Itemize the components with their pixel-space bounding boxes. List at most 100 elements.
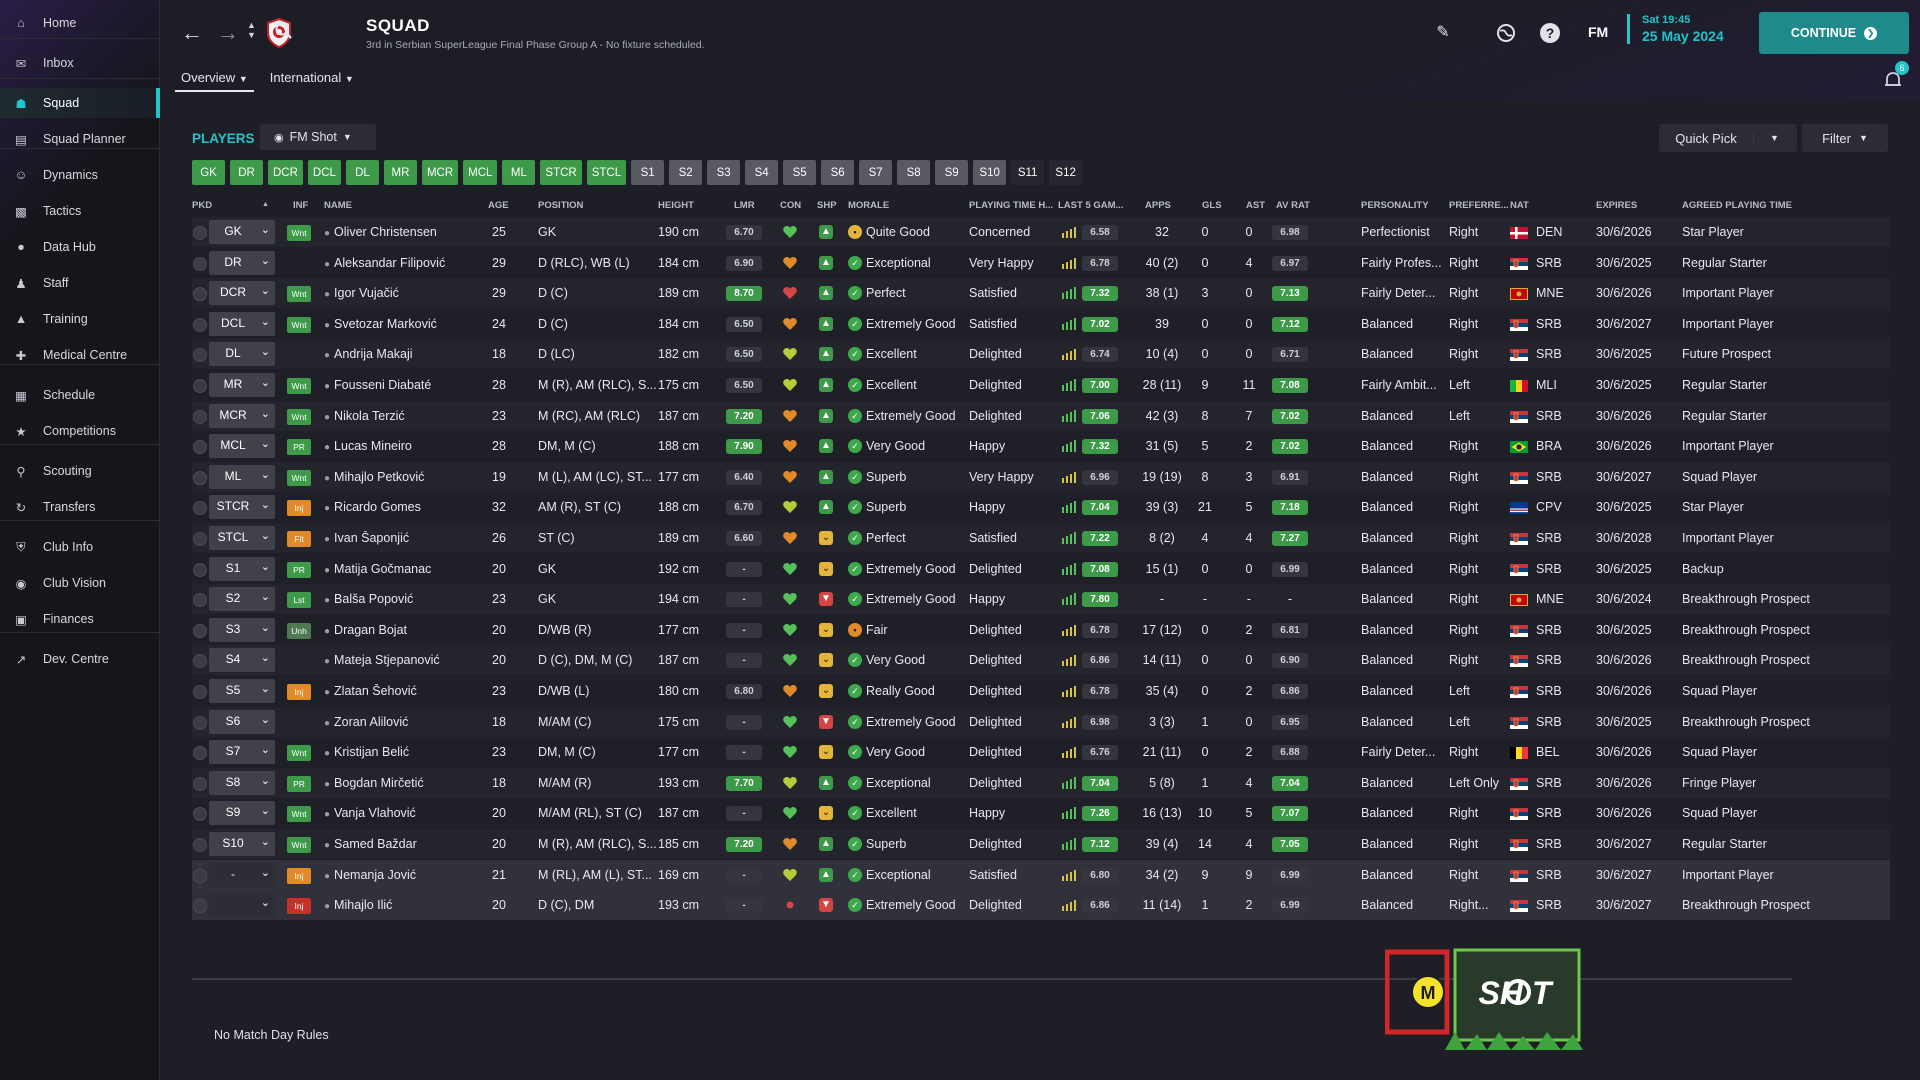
table-row[interactable]: GK ⌄ Wnt ● Oliver Christensen 25 GK 190 cm 6.70 ▲… (192, 217, 1890, 247)
col-personality[interactable]: PERSONALITY (1361, 200, 1429, 211)
table-row[interactable]: DR ⌄ ● Aleksandar Filipović 29 D (RLC), WB (L… (192, 247, 1890, 278)
pick-radio[interactable] (193, 899, 207, 914)
sidebar-item-club-vision[interactable]: ◉ Club Vision (0, 568, 160, 598)
player-name-cell[interactable]: ● Nikola Terzić (324, 409, 484, 423)
player-name-cell[interactable]: ● Matija Gočmanac (324, 562, 484, 576)
pick-radio[interactable] (193, 776, 207, 791)
player-name-cell[interactable]: ● Mihajlo Ilić (324, 898, 484, 912)
pick-radio[interactable] (193, 715, 207, 730)
table-row[interactable]: DCL ⌄ Wnt ● Svetozar Marković 24 D (C) 184 cm 6.… (192, 308, 1890, 339)
player-name-cell[interactable]: ● Fousseni Diabaté (324, 378, 484, 392)
pick-radio[interactable] (193, 593, 207, 608)
tab-international[interactable]: International ▼ (264, 64, 360, 92)
table-row[interactable]: S9 ⌄ Wnt ● Vanja Vlahović 20 M/AM (RL), ST (C)… (192, 798, 1890, 829)
selection-dropdown[interactable]: STCL ⌄ (209, 526, 275, 550)
club-switch-icon[interactable]: ▲ ▼ (247, 20, 256, 40)
player-name-cell[interactable]: ● Mihajlo Petković (324, 470, 484, 484)
info-badge[interactable]: Wnt (287, 286, 311, 303)
selection-dropdown[interactable]: MR ⌄ (209, 373, 275, 397)
sidebar-item-training[interactable]: ▲ Training (0, 304, 160, 334)
pick-radio[interactable] (193, 287, 207, 302)
quick-pick-button[interactable]: Quick Pick ▼ (1659, 124, 1797, 152)
position-filter-s5[interactable]: S5 (783, 160, 817, 185)
position-filter-dl[interactable]: DL (345, 160, 379, 185)
position-filter-s3[interactable]: S3 (707, 160, 741, 185)
position-filter-s4[interactable]: S4 (745, 160, 779, 185)
pick-radio[interactable] (193, 562, 207, 577)
info-badge[interactable]: PR (287, 561, 311, 578)
table-row[interactable]: MCL ⌄ PR ● Lucas Mineiro 28 DM, M (C) 188 cm 7.9… (192, 431, 1890, 462)
table-row[interactable]: S1 ⌄ PR ● Matija Gočmanac 20 GK 192 cm - ⌄ ✓ Extrem… (192, 553, 1890, 584)
info-badge[interactable]: PR (287, 775, 311, 792)
table-row[interactable]: S2 ⌄ Lst ● Balša Popović 23 GK 194 cm - ▼ ✓ Extreme… (192, 584, 1890, 615)
info-badge[interactable]: Unh (287, 622, 311, 639)
forward-button[interactable]: → (217, 20, 239, 45)
player-name-cell[interactable]: ● Bogdan Mirčetić (324, 776, 484, 790)
sidebar-item-squad-planner[interactable]: ▤ Squad Planner (0, 124, 160, 154)
col-pkd[interactable]: PKD (192, 200, 213, 211)
table-row[interactable]: ML ⌄ Wnt ● Mihajlo Petković 19 M (L), AM (LC),… (192, 461, 1890, 492)
info-badge[interactable]: Wnt (287, 378, 311, 394)
position-filter-mcr[interactable]: MCR (421, 160, 459, 185)
col-last5[interactable]: LAST 5 GAM... (1058, 200, 1124, 211)
player-name-cell[interactable]: ● Ivan Šaponjić (324, 531, 484, 545)
position-filter-gk[interactable]: GK (192, 160, 225, 185)
col-preferred-foot[interactable]: PREFERRE... (1449, 200, 1509, 211)
table-row[interactable]: S7 ⌄ Wnt ● Kristijan Belić 23 DM, M (C) 177 cm -… (192, 737, 1890, 768)
col-expires[interactable]: EXPIRES (1596, 200, 1638, 211)
pick-radio[interactable] (193, 654, 207, 669)
back-button[interactable]: ← (181, 20, 203, 45)
col-gls[interactable]: GLS (1202, 200, 1222, 211)
world-icon[interactable] (1494, 21, 1518, 45)
sidebar-item-finances[interactable]: ▣ Finances (0, 604, 160, 634)
pick-radio[interactable] (193, 440, 207, 455)
sidebar-item-schedule[interactable]: ▦ Schedule (0, 380, 160, 410)
info-badge[interactable]: Wnt (287, 225, 311, 241)
info-badge[interactable]: Wnt (287, 806, 311, 823)
player-name-cell[interactable]: ● Aleksandar Filipović (324, 256, 484, 270)
selection-dropdown[interactable]: DCR ⌄ (209, 281, 275, 306)
pick-radio[interactable] (193, 256, 207, 271)
pick-radio[interactable] (193, 838, 207, 852)
col-playing-time[interactable]: PLAYING TIME H... (969, 200, 1054, 211)
position-filter-dcl[interactable]: DCL (307, 160, 341, 185)
table-row[interactable]: STCL ⌄ Fit ● Ivan Šaponjić 26 ST (C) 189 cm 6.60… (192, 523, 1890, 553)
info-badge[interactable]: Inj (287, 684, 311, 700)
pick-radio[interactable] (193, 470, 207, 485)
pick-radio[interactable] (193, 501, 207, 516)
sidebar-item-tactics[interactable]: ▩ Tactics (0, 196, 160, 226)
selection-dropdown[interactable]: S7 ⌄ (209, 740, 275, 765)
sidebar-item-scouting[interactable]: ⚲ Scouting (0, 456, 160, 486)
table-row[interactable]: STCR ⌄ Inj ● Ricardo Gomes 32 AM (R), ST (C) 18… (192, 492, 1890, 523)
col-position[interactable]: POSITION (538, 200, 584, 211)
player-name-cell[interactable]: ● Samed Baždar (324, 837, 484, 851)
info-badge[interactable]: Wnt (287, 316, 311, 333)
table-row[interactable]: DL ⌄ ● Andrija Makaji 18 D (LC) 182 cm 6.50 ▲ ✓ Ex… (192, 339, 1890, 370)
chevron-down-icon[interactable]: ▼ (1753, 133, 1795, 143)
selection-dropdown[interactable]: S9 ⌄ (209, 801, 275, 826)
player-name-cell[interactable]: ● Andrija Makaji (324, 347, 484, 361)
col-name[interactable]: NAME (324, 200, 352, 211)
table-row[interactable]: S8 ⌄ PR ● Bogdan Mirčetić 18 M/AM (R) 193 cm 7.7… (192, 767, 1890, 798)
continue-button[interactable]: CONTINUE ❯ (1759, 12, 1909, 54)
player-name-cell[interactable]: ● Zlatan Šehović (324, 684, 484, 698)
table-row[interactable]: S4 ⌄ ● Mateja Stjepanović 20 D (C), DM, M (C)… (192, 645, 1890, 676)
selection-dropdown[interactable]: MCR ⌄ (209, 403, 275, 428)
col-agreed-playing-time[interactable]: AGREED PLAYING TIME (1682, 200, 1792, 211)
player-name-cell[interactable]: ● Lucas Mineiro (324, 439, 484, 453)
player-name-cell[interactable]: ● Zoran Alilović (324, 715, 484, 729)
sidebar-item-home[interactable]: ⌂ Home (0, 8, 160, 38)
position-filter-dr[interactable]: DR (230, 160, 263, 185)
pick-radio[interactable] (193, 685, 207, 699)
position-filter-s8[interactable]: S8 (897, 160, 931, 185)
pick-radio[interactable] (193, 226, 207, 240)
sidebar-item-data-hub[interactable]: ● Data Hub (0, 232, 160, 262)
sidebar-item-medical-centre[interactable]: ✚ Medical Centre (0, 340, 160, 370)
info-badge[interactable]: Inj (287, 867, 311, 884)
selection-dropdown[interactable]: S1 ⌄ (209, 556, 275, 581)
edit-icon[interactable]: ✎ (1436, 24, 1450, 41)
sidebar-item-squad[interactable]: ☗ Squad (0, 88, 160, 118)
pick-radio[interactable] (193, 317, 207, 332)
position-filter-s1[interactable]: S1 (631, 160, 665, 185)
position-filter-mcl[interactable]: MCL (463, 160, 498, 185)
